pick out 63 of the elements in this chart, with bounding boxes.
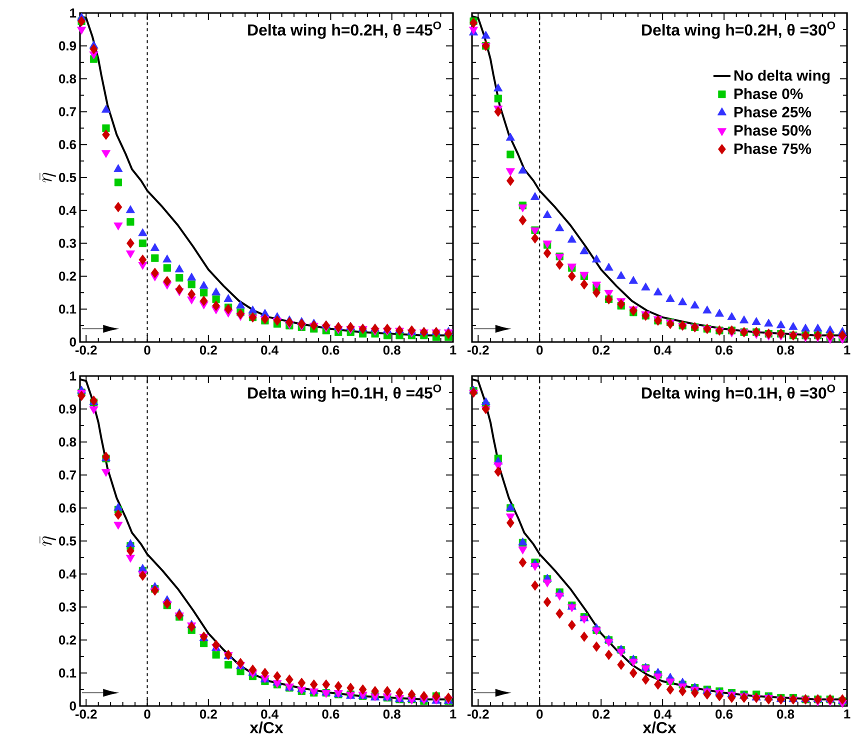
- text: Delta wing h=0.1H, θ =45$^{O}$: [248, 384, 442, 402]
- y-axis-title: $\bar{\eta}$: [40, 536, 56, 546]
- x-tick-label: 0.8: [777, 346, 794, 355]
- y-tick-label: 0.9: [58, 41, 76, 50]
- text: Delta wing h=0.1H, θ =30$^{O}$: [642, 384, 836, 402]
- x-tick-label: -0.2: [75, 710, 97, 719]
- y-tick-label: 0.7: [58, 107, 76, 116]
- x-tick-label: 1: [844, 710, 850, 718]
- legend-label: Phase 75%: [734, 143, 812, 154]
- x-tick-label: 0.6: [322, 346, 340, 355]
- y-tick-label: 1: [70, 372, 76, 380]
- y-tick-label: 0.9: [58, 404, 76, 414]
- x-axis-title: x/Cx: [250, 722, 284, 734]
- text: Delta wing h=0.2H, θ =30$^{O}$: [642, 21, 836, 39]
- y-tick-label: 0.6: [58, 140, 76, 150]
- x-tick-label: 0.2: [200, 346, 217, 355]
- x-tick-label: 1: [450, 710, 456, 718]
- x-tick-label: 0.6: [716, 346, 733, 355]
- y-tick-label: 0.2: [58, 272, 76, 281]
- x-tick-label: 0: [536, 710, 543, 719]
- x-tick-label: 0.6: [322, 710, 340, 719]
- legend-label: Phase 25%: [734, 106, 812, 118]
- y-tick-label: 0.5: [58, 536, 76, 546]
- x-axis-title: x/Cx: [642, 722, 676, 734]
- y-tick-label: 0.8: [58, 74, 76, 84]
- x-tick-label: 0: [144, 710, 150, 719]
- x-tick-label: 1: [844, 346, 850, 354]
- x-tick-label: 0.2: [592, 710, 610, 719]
- x-tick-label: 0.8: [383, 346, 400, 355]
- y-tick-label: 0.2: [58, 635, 76, 645]
- y-tick-label: 0.8: [58, 437, 76, 447]
- y-tick-label: 0: [70, 337, 76, 347]
- y-tick-label: 0.1: [58, 304, 76, 314]
- x-tick-label: 0.4: [261, 346, 278, 355]
- y-tick-label: 1: [70, 8, 76, 18]
- x-tick-label: -0.2: [467, 346, 489, 355]
- y-tick-label: 0.5: [58, 172, 76, 182]
- x-tick-label: 0.8: [383, 710, 400, 719]
- legend-label: Phase 50%: [734, 124, 812, 136]
- x-tick-label: 0.8: [777, 710, 794, 719]
- text: Delta wing h=0.2H, θ =45$^{O}$: [248, 21, 442, 39]
- y-axis-title: $\bar{\eta}$: [40, 172, 56, 182]
- y-tick-label: 0.4: [58, 206, 76, 215]
- x-tick-label: 0: [144, 346, 150, 355]
- x-tick-label: 0.4: [654, 346, 672, 355]
- x-tick-label: 0.2: [592, 346, 610, 355]
- x-tick-label: 0.6: [716, 710, 733, 719]
- y-tick-label: 0: [70, 701, 76, 711]
- x-tick-label: 0: [536, 346, 543, 355]
- x-tick-label: 0.4: [654, 710, 672, 719]
- y-tick-label: 0.1: [58, 668, 76, 678]
- x-tick-label: -0.2: [75, 346, 97, 355]
- y-tick-label: 0.4: [58, 569, 76, 579]
- y-tick-label: 0.7: [58, 470, 76, 480]
- x-tick-label: 0.2: [200, 710, 217, 719]
- y-tick-label: 0.3: [58, 602, 76, 612]
- x-tick-label: 1: [450, 346, 456, 354]
- legend-label: Phase 0%: [734, 88, 803, 100]
- y-tick-label: 0.3: [58, 238, 76, 248]
- x-tick-label: 0.4: [261, 710, 278, 719]
- legend-label: No delta wing: [734, 70, 830, 84]
- x-tick-label: -0.2: [467, 710, 489, 719]
- y-tick-label: 0.6: [58, 503, 76, 513]
